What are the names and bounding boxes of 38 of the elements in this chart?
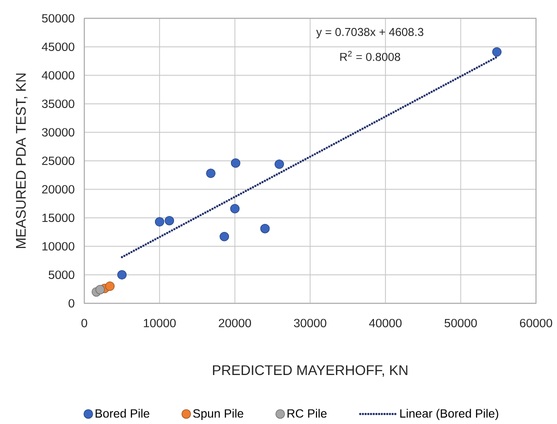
y-tick-label: 5000 [48,270,74,280]
legend-label: Spun Pile [193,408,244,420]
point [220,232,230,242]
x-tick-label: 0 [81,318,88,328]
point [206,168,216,178]
point [260,224,270,234]
x-tick-label: 50000 [444,318,477,328]
annotation: y = 0.7038x + 4608.3 [316,28,424,38]
y-tick-label: 50000 [42,14,74,23]
y-tick-label: 10000 [42,242,74,251]
y-tick-label: 20000 [42,185,74,194]
legend-label: Linear (Bored Pile) [400,408,498,420]
point [230,158,240,168]
point [230,204,240,214]
y-tick-label: 30000 [42,128,74,137]
y-tick-label: 15000 [42,214,74,222]
x-tick-label: 40000 [369,318,402,328]
y-tick-label: 35000 [42,100,74,108]
point [117,270,127,280]
point [164,216,174,226]
legend-label: RC Pile [288,408,327,418]
x-axis-title: PREDICTED MAYERHOFF, KN [213,365,408,377]
point [154,217,164,226]
x-tick-label: 20000 [218,318,252,328]
point [105,282,115,291]
y-axis-title: MEASURED PDA TEST, KN [16,74,28,248]
x-tick-label: 30000 [294,318,326,328]
y-tick-label: 45000 [42,42,74,52]
x-tick-label: 60000 [520,318,552,328]
point [492,47,502,57]
point [95,284,105,294]
point [274,160,284,169]
y-tick-label: 40000 [42,71,74,80]
legend-label: Bored Pile [96,408,150,418]
x-tick-label: 10000 [144,318,176,328]
annotation: R$^{2}$ = 0.8008 [340,50,400,61]
y-tick-label: 25000 [42,156,74,166]
y-tick-label: 0 [68,299,74,308]
